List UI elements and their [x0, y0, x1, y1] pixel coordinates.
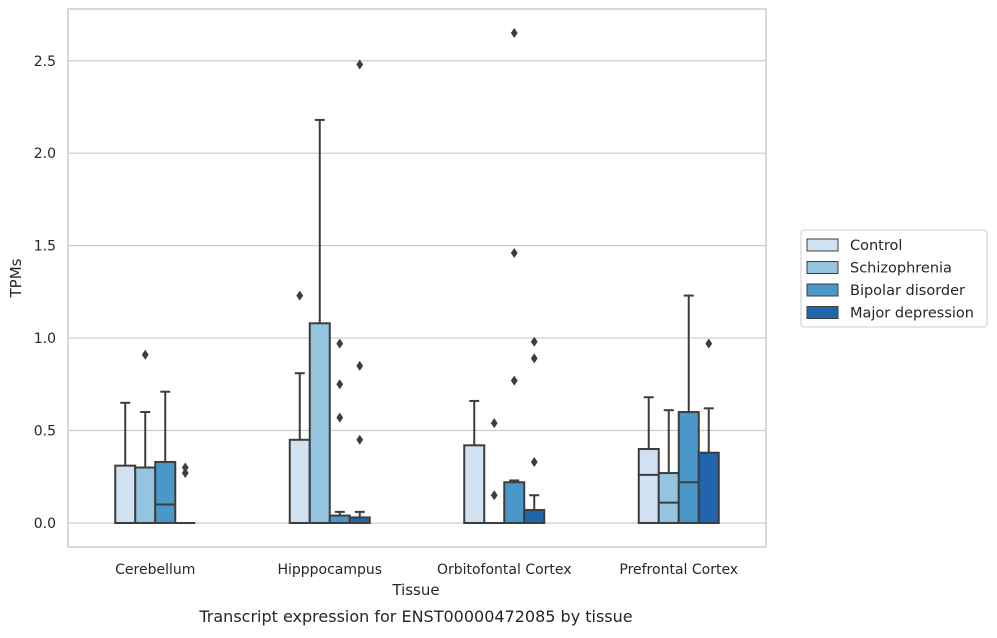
box-schizophrenia	[484, 418, 505, 524]
box-control	[288, 290, 311, 524]
y-tick-label: 1.5	[34, 239, 56, 255]
box-body	[677, 411, 700, 524]
outlier-point	[181, 462, 189, 473]
legend-swatch	[806, 283, 839, 297]
x-tick-label: Prefrontal Cortex	[619, 562, 738, 578]
y-axis-label: TPMs	[7, 258, 25, 298]
outlier-point	[356, 434, 364, 445]
box-bipolar-disorder	[677, 294, 700, 524]
box-major-depression	[348, 59, 371, 524]
y-tick-label: 2.5	[34, 54, 56, 70]
outlier-point	[510, 375, 518, 386]
legend-label: Control	[850, 238, 902, 254]
legend-frame	[800, 229, 988, 328]
box-plot-marks	[114, 28, 720, 524]
outlier-point	[530, 456, 538, 467]
box-major-depression	[697, 338, 720, 524]
legend-label: Major depression	[850, 306, 974, 322]
legend-swatch	[806, 238, 839, 252]
box-control	[463, 399, 486, 524]
box-bipolar-disorder	[503, 28, 526, 524]
box-body	[308, 322, 331, 524]
outlier-point	[296, 290, 304, 301]
box-body	[503, 481, 526, 524]
legend-label: Bipolar disorder	[850, 283, 965, 299]
outlier-point	[490, 418, 498, 429]
box-schizophrenia	[308, 118, 331, 524]
legend-item: Control	[806, 238, 902, 254]
legend-swatch	[806, 261, 839, 274]
outlier-point	[530, 353, 538, 364]
y-axis-ticks: 0.0 0.5 1.0 1.5 2.0 2.5	[34, 54, 56, 532]
chart-legend: Control Schizophrenia Bipolar disorder Majo…	[800, 229, 988, 328]
outlier-point	[181, 468, 189, 479]
y-tick-label: 2.0	[34, 146, 56, 162]
box-body	[114, 464, 137, 524]
box-body	[288, 438, 311, 524]
box-body	[657, 472, 680, 524]
box-body	[328, 514, 351, 524]
legend-label: Schizophrenia	[850, 261, 952, 277]
plot-frame	[67, 8, 767, 548]
box-body	[637, 448, 660, 524]
box-major-depression	[175, 462, 196, 524]
figure-caption: Transcript expression for ENST0000047208…	[198, 607, 632, 626]
legend-swatch	[806, 306, 839, 319]
y-tick-label: 0.0	[34, 516, 56, 532]
box-body	[154, 460, 177, 524]
box-bipolar-disorder	[154, 390, 177, 524]
outlier-point	[356, 360, 364, 371]
outlier-point	[336, 379, 344, 390]
outlier-point	[336, 338, 344, 349]
outlier-point	[510, 28, 518, 39]
y-tick-label: 1.0	[34, 331, 56, 347]
box-schizophrenia	[134, 349, 157, 524]
outlier-point	[356, 59, 364, 70]
y-tick-label: 0.5	[34, 424, 56, 440]
legend-item: Schizophrenia	[806, 261, 952, 277]
box-body	[463, 444, 486, 524]
box-body	[697, 451, 720, 524]
outlier-point	[510, 248, 518, 259]
outlier-point	[141, 349, 149, 360]
outlier-point	[530, 336, 538, 347]
outlier-point	[490, 490, 498, 501]
x-axis-ticks: Cerebellum Hipppocampus Orbitofontal Corte…	[115, 562, 738, 578]
x-axis-label: Tissue	[391, 581, 439, 599]
outlier-point	[705, 338, 713, 349]
box-body	[134, 466, 157, 524]
x-tick-label: Orbitofontal Cortex	[437, 562, 572, 578]
box-control	[637, 396, 660, 524]
box-body	[523, 509, 546, 524]
x-tick-label: Hipppocampus	[277, 562, 382, 578]
x-tick-label: Cerebellum	[115, 562, 195, 578]
outlier-point	[336, 412, 344, 423]
legend-item: Bipolar disorder	[806, 283, 965, 299]
box-schizophrenia	[657, 409, 680, 524]
box-control	[114, 401, 137, 524]
grid-lines	[68, 60, 766, 524]
box-major-depression	[523, 336, 546, 524]
legend-item: Major depression	[806, 306, 974, 322]
